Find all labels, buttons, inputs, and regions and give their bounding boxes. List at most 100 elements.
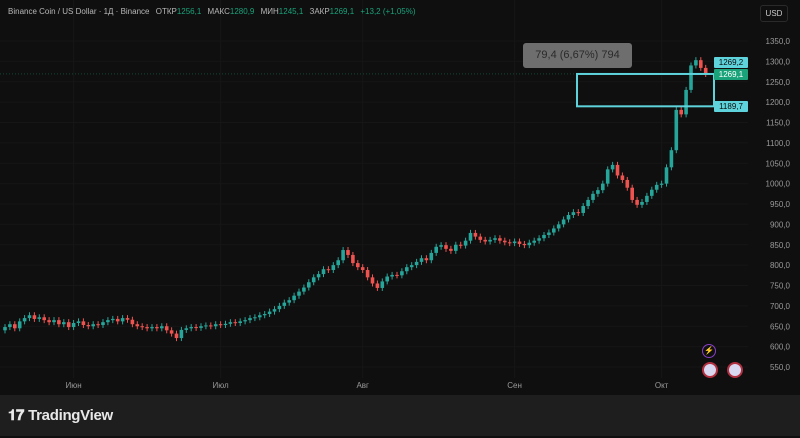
- candle-body: [556, 224, 561, 229]
- tradingview-logo[interactable]: 𝟏𝟕 TradingView: [8, 407, 113, 424]
- candle-body: [478, 236, 483, 240]
- candle-body: [503, 240, 507, 243]
- candle-body: [375, 283, 380, 288]
- us-flag-icon[interactable]: [702, 362, 718, 378]
- candle-body: [37, 317, 42, 319]
- candle-body: [542, 234, 546, 239]
- y-tick-label: 900,0: [770, 220, 791, 229]
- candle-body: [169, 330, 174, 334]
- candle-body: [101, 322, 105, 326]
- y-tick-label: 1350,0: [766, 37, 791, 46]
- candle-body: [679, 109, 683, 115]
- candle-body: [360, 267, 365, 271]
- candle-body: [179, 329, 184, 339]
- candle-body: [694, 60, 698, 66]
- symbol-title[interactable]: Binance Coin / US Dollar · 1Д · Binance: [8, 7, 150, 16]
- candle-body: [194, 327, 198, 329]
- candle-body: [17, 321, 22, 329]
- y-tick-label: 850,0: [770, 241, 791, 250]
- candle-body: [3, 327, 7, 331]
- candle-body: [32, 315, 37, 319]
- candle-body: [365, 270, 370, 278]
- candle-body: [27, 315, 32, 319]
- y-tick-label: 700,0: [770, 302, 791, 311]
- candle-body: [439, 245, 443, 247]
- candle-body: [145, 327, 149, 329]
- y-tick-label: 1050,0: [766, 159, 791, 168]
- candle-body: [498, 238, 502, 241]
- chart-area[interactable]: 1350,0 1300,0 1250,0 1200,0 1150,0 1100,0 1050…: [0, 0, 800, 395]
- candle-body: [297, 291, 301, 296]
- candle-body: [370, 277, 375, 284]
- candle-body: [316, 274, 321, 278]
- candle-body: [488, 239, 492, 242]
- candle-body: [620, 175, 625, 180]
- low-label: МИН: [260, 7, 279, 16]
- x-tick-label: Сен: [507, 381, 522, 390]
- candle-body: [282, 302, 287, 306]
- candle-body: [654, 184, 659, 190]
- measure-box: [576, 72, 715, 108]
- candle-body: [419, 258, 424, 262]
- candle-body: [463, 240, 468, 246]
- candle-body: [140, 326, 144, 328]
- candle-body: [267, 311, 272, 315]
- candle-body: [218, 324, 223, 326]
- candle-body: [547, 232, 551, 235]
- candle-body: [561, 219, 566, 225]
- high-value: 1280,9: [229, 7, 255, 16]
- candle-body: [47, 320, 51, 323]
- measure-tooltip: 79,4 (6,67%) 794: [523, 43, 632, 68]
- y-tick-label: 1300,0: [766, 57, 791, 66]
- candle-body: [605, 169, 610, 184]
- candle-body: [689, 65, 693, 90]
- candle-body: [248, 318, 252, 321]
- candle-body: [71, 322, 76, 328]
- candle-body: [630, 187, 634, 200]
- candle-body: [311, 277, 316, 283]
- candle-body: [292, 295, 296, 301]
- candle-body: [155, 327, 159, 329]
- candle-body: [596, 190, 600, 194]
- candle-body: [591, 193, 595, 200]
- candle-body: [527, 242, 532, 246]
- candle-body: [552, 228, 556, 233]
- candle-body: [409, 265, 414, 268]
- candle-body: [390, 274, 394, 277]
- candle-body: [414, 261, 419, 266]
- candle-body: [331, 265, 336, 271]
- high-label: МАКС: [207, 7, 230, 16]
- us-flag-icon[interactable]: [727, 362, 743, 378]
- candle-body: [635, 199, 639, 205]
- candle-body: [684, 89, 688, 115]
- candle-body: [8, 324, 12, 328]
- candle-body: [483, 239, 487, 242]
- candle-body: [458, 244, 463, 246]
- candle-body: [532, 240, 536, 243]
- candle-body: [434, 246, 438, 253]
- candle-body: [522, 243, 527, 246]
- candle-body: [174, 333, 179, 339]
- candle-body: [385, 276, 389, 282]
- candle-body: [199, 326, 203, 328]
- candle-body: [669, 150, 674, 168]
- price-chart[interactable]: 1350,0 1300,0 1250,0 1200,0 1150,0 1100,0 1050…: [0, 0, 800, 395]
- candle-body: [277, 305, 282, 310]
- low-value: 1245,1: [278, 7, 304, 16]
- candle-body: [537, 238, 541, 241]
- y-tick-label: 800,0: [770, 261, 791, 270]
- candle-body: [699, 60, 703, 68]
- candle-body: [42, 317, 46, 321]
- candle-body: [120, 318, 125, 322]
- price-tag-upper: 1269,2: [714, 57, 748, 68]
- candle-body: [444, 245, 448, 249]
- candle-body: [52, 320, 56, 323]
- candle-body: [22, 318, 27, 322]
- candle-body: [507, 242, 512, 244]
- currency-button[interactable]: USD: [760, 5, 788, 22]
- candle-body: [336, 260, 340, 266]
- lightning-icon[interactable]: ⚡: [702, 344, 716, 358]
- candle-body: [57, 320, 61, 325]
- candle-body: [76, 321, 81, 323]
- price-tag-lower: 1189,7: [714, 101, 748, 112]
